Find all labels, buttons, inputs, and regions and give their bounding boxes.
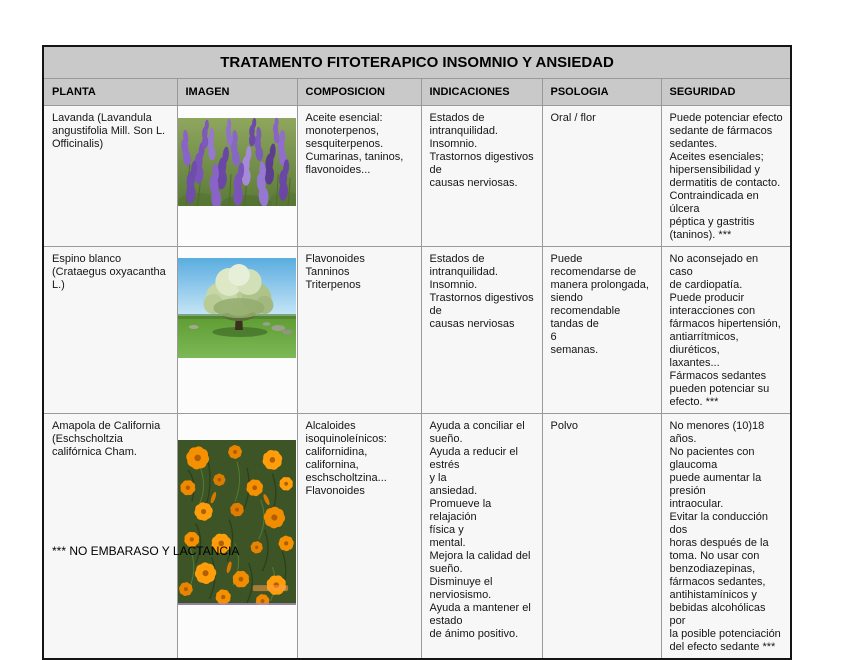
table-row-lavanda: Lavanda (Lavandula angustifolia Mill. So…: [42, 105, 792, 247]
col-header-imagen: IMAGEN: [176, 78, 298, 106]
column-header-row: PLANTA IMAGEN COMPOSICION INDICACIONES P…: [42, 78, 792, 106]
col-header-seguridad: SEGURIDAD: [660, 78, 792, 106]
col-header-indicaciones: INDICACIONES: [420, 78, 543, 106]
cell-imagen: [176, 105, 298, 247]
cell-planta: Lavanda (Lavandula angustifolia Mill. So…: [42, 105, 178, 247]
cell-indicaciones: Ayuda a conciliar el sueño. Ayuda a redu…: [420, 413, 543, 660]
cell-psologia: Oral / flor: [541, 105, 662, 247]
photo-watermark: [252, 585, 288, 592]
lavender-field-illustration: [177, 118, 296, 206]
cell-psologia: Polvo: [541, 413, 662, 660]
hawthorn-tree-illustration: [177, 258, 296, 358]
col-header-composicion: COMPOSICION: [296, 78, 422, 106]
fitotherapy-table: TRATAMENTO FITOTERAPICO INSOMNIO Y ANSIE…: [42, 45, 793, 660]
cell-seguridad: No aconsejado en caso de cardiopatía. Pu…: [660, 246, 792, 414]
cell-indicaciones: Estados de intranquilidad. Insomnio. Tra…: [420, 246, 543, 414]
cell-psologia: Puede recomendarse de manera prolongada,…: [541, 246, 662, 414]
page-title: TRATAMENTO FITOTERAPICO INSOMNIO Y ANSIE…: [42, 45, 792, 79]
cell-imagen: [176, 413, 298, 660]
cell-composicion: Alcaloides isoquinoleínicos: californidi…: [296, 413, 422, 660]
cell-composicion: Flavonoides Tanninos Triterpenos: [296, 246, 422, 414]
cell-seguridad: No menores (10)18 años. No pacientes con…: [660, 413, 792, 660]
table-row-amapola: Amapola de California (Eschscholtzia cal…: [42, 413, 792, 660]
cell-seguridad: Puede potenciar efecto sedante de fármac…: [660, 105, 792, 247]
cell-indicaciones: Estados de intranquilidad. Insomnio. Tra…: [420, 105, 543, 247]
hawthorn-tree-photo: [177, 258, 296, 358]
table-row-espino-blanco: Espino blanco (Crataegus oxyacantha L.): [42, 246, 792, 414]
footnote: *** NO EMBARASO Y LACTANCIA: [52, 544, 240, 558]
document-page: TRATAMENTO FITOTERAPICO INSOMNIO Y ANSIE…: [42, 45, 793, 660]
california-poppies-photo: [177, 440, 296, 605]
col-header-planta: PLANTA: [42, 78, 178, 106]
cell-composicion: Aceite esencial: monoterpenos, sesquiter…: [296, 105, 422, 247]
col-header-psologia: PSOLOGIA: [541, 78, 662, 106]
california-poppies-illustration: [177, 440, 296, 605]
cell-planta: Espino blanco (Crataegus oxyacantha L.): [42, 246, 178, 414]
cell-planta: Amapola de California (Eschscholtzia cal…: [42, 413, 178, 660]
table-title-row: TRATAMENTO FITOTERAPICO INSOMNIO Y ANSIE…: [42, 45, 792, 79]
lavender-field-photo: [177, 118, 296, 206]
cell-imagen: [176, 246, 298, 414]
